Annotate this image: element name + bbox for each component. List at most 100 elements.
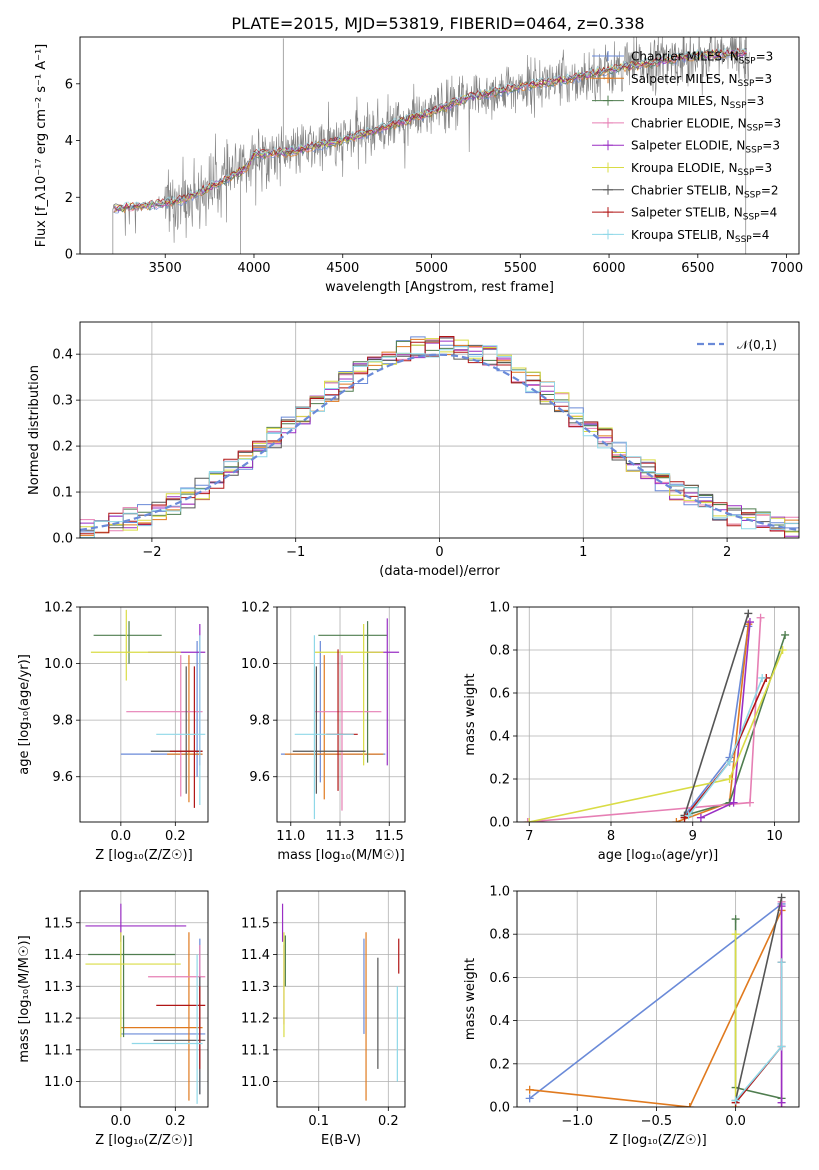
x-axis-label: (data-model)/error xyxy=(379,564,500,579)
legend-value: =3 xyxy=(762,139,780,153)
y-axis-label: mass weight xyxy=(463,673,478,755)
point-5 xyxy=(90,609,181,681)
x-tick-label: 7 xyxy=(525,829,533,844)
y-tick-label: 0.0 xyxy=(489,816,510,831)
point-3 xyxy=(314,655,382,811)
y-tick-label: 0.6 xyxy=(489,687,510,702)
plot-area xyxy=(517,607,799,822)
panel-age_vs_mass: 11.0 11.3 11.5 9.6 9.8 10.0 10.2 mass [log₁₀(M/… xyxy=(241,601,406,863)
y-tick-label: 0.0 xyxy=(489,1101,510,1116)
x-tick-label: 1 xyxy=(579,545,587,560)
legend-sub: SSP xyxy=(738,79,755,89)
x-tick-label: 5000 xyxy=(415,261,448,276)
plot-area xyxy=(277,607,405,822)
series-line xyxy=(527,617,762,822)
legend-label: Salpeter ELODIE, NSSP=3 xyxy=(631,139,780,156)
legend: 𝒩(0,1) xyxy=(697,338,777,352)
x-tick-label: 0.0 xyxy=(111,1114,132,1129)
legend-value: =3 xyxy=(747,94,765,108)
y-axis-label: Flux [f_λ10⁻¹⁷ erg cm⁻² s⁻¹ A⁻¹] xyxy=(34,44,49,248)
hist-8 xyxy=(80,345,799,538)
x-tick-label: 11.5 xyxy=(375,829,404,844)
y-tick-label: 11.3 xyxy=(241,980,270,995)
x-axis-label: E(B-V) xyxy=(321,1133,361,1148)
y-tick-label: 11.2 xyxy=(44,1012,73,1027)
x-tick-label: 3500 xyxy=(149,261,182,276)
x-tick-label: −2 xyxy=(142,545,161,560)
y-tick-label: 9.8 xyxy=(52,714,73,729)
x-axis-label: Z [log₁₀(Z/Z☉)] xyxy=(609,1133,706,1148)
legend: Chabrier MILES, NSSP=3 Salpeter MILES, NS… xyxy=(592,50,781,245)
point-7 xyxy=(169,666,203,808)
panel-mass_vs_Z: 0.0 0.2 11.0 11.1 11.2 11.3 11.4 11.5 Z [log₁₀(Z… xyxy=(17,890,209,1148)
series-marker xyxy=(777,893,786,902)
y-tick-label: 1.0 xyxy=(489,601,510,616)
point-2 xyxy=(318,621,388,763)
x-tick-label: −0.5 xyxy=(641,1114,673,1129)
point-0 xyxy=(120,640,203,777)
series-4 xyxy=(696,618,754,822)
legend-value: =2 xyxy=(761,183,779,197)
series-marker xyxy=(744,609,753,618)
series-marker xyxy=(781,630,790,639)
series-marker xyxy=(731,1096,740,1105)
y-tick-label: 0.8 xyxy=(489,644,510,659)
y-tick-label: 0.0 xyxy=(52,532,73,547)
x-tick-label: 0.2 xyxy=(378,1114,399,1129)
series-marker xyxy=(777,958,786,967)
axes-frame xyxy=(276,890,406,1108)
series-marker xyxy=(523,818,532,822)
x-tick-label: 5500 xyxy=(504,261,537,276)
series-marker xyxy=(777,1042,786,1051)
series-8 xyxy=(731,958,786,1105)
series-0 xyxy=(525,899,786,1103)
series-marker xyxy=(758,673,767,682)
y-axis-label: age [log₁₀(age/yr)] xyxy=(17,654,32,775)
legend-sub: SSP xyxy=(738,168,755,178)
legend-value: =4 xyxy=(760,206,778,220)
y-tick-label: 0.3 xyxy=(52,394,73,409)
point-1 xyxy=(120,932,203,1101)
x-tick-label: 4500 xyxy=(326,261,359,276)
plot-area xyxy=(80,607,208,822)
point-8 xyxy=(131,954,203,1104)
x-tick-label: 11.0 xyxy=(276,829,305,844)
series-line xyxy=(676,624,750,822)
y-tick-label: 9.6 xyxy=(52,770,73,785)
x-tick-label: 0.1 xyxy=(308,1114,329,1129)
y-tick-label: 11.3 xyxy=(44,980,73,995)
point-8 xyxy=(294,635,354,820)
x-tick-label: 0.0 xyxy=(725,1114,746,1129)
series-marker xyxy=(525,1094,534,1103)
legend-sub: SSP xyxy=(744,190,761,200)
x-tick-label: 0.2 xyxy=(165,1114,186,1129)
series-marker xyxy=(778,646,787,654)
x-tick-label: 2 xyxy=(723,545,731,560)
y-tick-label: 0.2 xyxy=(52,440,73,455)
figure-title: PLATE=2015, MJD=53819, FIBERID=0464, z=0… xyxy=(231,14,644,33)
legend-sub: SSP xyxy=(739,57,756,67)
y-tick-label: 10.2 xyxy=(44,601,73,616)
panel-mass_vs_ebv: 0.1 0.2 11.0 11.1 11.2 11.3 11.4 11.5 E(B-V) xyxy=(241,890,406,1148)
y-tick-label: 10.2 xyxy=(241,601,270,616)
point-2 xyxy=(93,621,162,664)
panel-weight_vs_Z: −1.0 −0.5 0.0 0.0 0.2 0.4 0.6 0.8 1.0 Z [log₁₀(Z/… xyxy=(463,885,800,1148)
point-5 xyxy=(85,932,181,1038)
y-tick-label: 11.0 xyxy=(241,1075,270,1090)
axes-frame xyxy=(516,890,800,1108)
x-tick-label: 10 xyxy=(766,829,783,844)
x-tick-label: 7000 xyxy=(770,261,803,276)
y-tick-label: 11.1 xyxy=(241,1043,270,1058)
y-tick-label: 0.2 xyxy=(489,1057,510,1072)
plot-area xyxy=(80,891,208,1107)
series-line xyxy=(529,910,783,1107)
plot-area xyxy=(277,891,405,1107)
legend-value: =4 xyxy=(752,228,770,242)
y-tick-label: 11.5 xyxy=(44,916,73,931)
x-axis-label: age [log₁₀(age/yr)] xyxy=(598,848,719,863)
legend-sub: SSP xyxy=(730,101,747,111)
x-tick-label: 6500 xyxy=(681,261,714,276)
x-tick-label: −1.0 xyxy=(561,1114,593,1129)
plot-area xyxy=(517,891,799,1107)
y-tick-label: 0.6 xyxy=(489,971,510,986)
